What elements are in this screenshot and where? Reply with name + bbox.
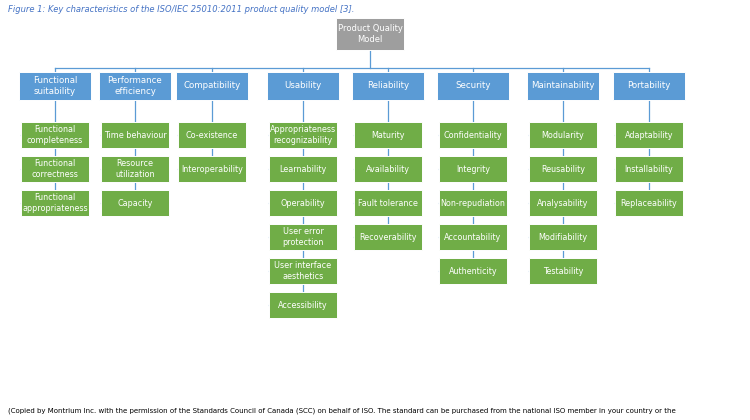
Text: Time behaviour: Time behaviour bbox=[104, 131, 166, 139]
FancyBboxPatch shape bbox=[269, 122, 337, 148]
Text: Functional
correctness: Functional correctness bbox=[32, 159, 79, 178]
Text: Confidentiality: Confidentiality bbox=[444, 131, 503, 139]
Text: Capacity: Capacity bbox=[117, 199, 153, 207]
FancyBboxPatch shape bbox=[178, 156, 246, 182]
Text: Testability: Testability bbox=[543, 267, 584, 276]
Text: Product Quality
Model: Product Quality Model bbox=[338, 24, 403, 44]
FancyBboxPatch shape bbox=[101, 122, 169, 148]
Text: User error
protection: User error protection bbox=[282, 227, 324, 247]
FancyBboxPatch shape bbox=[21, 122, 89, 148]
FancyBboxPatch shape bbox=[439, 156, 507, 182]
Text: Learnability: Learnability bbox=[279, 165, 327, 173]
FancyBboxPatch shape bbox=[269, 190, 337, 216]
FancyBboxPatch shape bbox=[529, 258, 597, 284]
Text: Accountability: Accountability bbox=[444, 233, 502, 241]
FancyBboxPatch shape bbox=[615, 156, 683, 182]
Text: Operability: Operability bbox=[280, 199, 326, 207]
Text: Functional
completeness: Functional completeness bbox=[27, 125, 83, 145]
FancyBboxPatch shape bbox=[354, 156, 422, 182]
FancyBboxPatch shape bbox=[529, 190, 597, 216]
Text: (Copied by Montrium Inc. with the permission of the Standards Council of Canada : (Copied by Montrium Inc. with the permis… bbox=[8, 408, 676, 415]
FancyBboxPatch shape bbox=[101, 156, 169, 182]
FancyBboxPatch shape bbox=[529, 156, 597, 182]
Text: Fault tolerance: Fault tolerance bbox=[358, 199, 418, 207]
FancyBboxPatch shape bbox=[269, 258, 337, 284]
Text: Resource
utilization: Resource utilization bbox=[116, 159, 154, 178]
FancyBboxPatch shape bbox=[529, 224, 597, 250]
Text: Integrity: Integrity bbox=[456, 165, 490, 173]
FancyBboxPatch shape bbox=[439, 122, 507, 148]
FancyBboxPatch shape bbox=[354, 122, 422, 148]
FancyBboxPatch shape bbox=[439, 190, 507, 216]
FancyBboxPatch shape bbox=[101, 190, 169, 216]
Text: Reusability: Reusability bbox=[541, 165, 585, 173]
Text: Functional
suitability: Functional suitability bbox=[33, 76, 77, 96]
Text: Compatibility: Compatibility bbox=[183, 81, 241, 90]
Text: Adaptability: Adaptability bbox=[625, 131, 674, 139]
Text: Non-repudiation: Non-repudiation bbox=[440, 199, 506, 207]
Text: Usability: Usability bbox=[284, 81, 322, 90]
FancyBboxPatch shape bbox=[615, 190, 683, 216]
FancyBboxPatch shape bbox=[19, 72, 91, 100]
Text: Reliability: Reliability bbox=[367, 81, 409, 90]
Text: Security: Security bbox=[455, 81, 490, 90]
Text: Co-existence: Co-existence bbox=[186, 131, 238, 139]
Text: Maturity: Maturity bbox=[371, 131, 405, 139]
FancyBboxPatch shape bbox=[529, 122, 597, 148]
Text: Portability: Portability bbox=[627, 81, 670, 90]
Text: Availability: Availability bbox=[366, 165, 410, 173]
FancyBboxPatch shape bbox=[269, 156, 337, 182]
Text: Authenticity: Authenticity bbox=[448, 267, 497, 276]
Text: Modularity: Modularity bbox=[542, 131, 584, 139]
Text: User interface
aesthetics: User interface aesthetics bbox=[274, 261, 332, 281]
Text: Figure 1: Key characteristics of the ISO/IEC 25010:2011 product quality model [3: Figure 1: Key characteristics of the ISO… bbox=[8, 5, 354, 14]
FancyBboxPatch shape bbox=[354, 224, 422, 250]
FancyBboxPatch shape bbox=[269, 224, 337, 250]
FancyBboxPatch shape bbox=[615, 122, 683, 148]
FancyBboxPatch shape bbox=[352, 72, 424, 100]
Text: Accessibility: Accessibility bbox=[278, 300, 328, 310]
Text: Interoperability: Interoperability bbox=[181, 165, 243, 173]
Text: Analysability: Analysability bbox=[537, 199, 589, 207]
FancyBboxPatch shape bbox=[178, 122, 246, 148]
FancyBboxPatch shape bbox=[354, 190, 422, 216]
FancyBboxPatch shape bbox=[439, 258, 507, 284]
FancyBboxPatch shape bbox=[439, 224, 507, 250]
Text: Performance
efficiency: Performance efficiency bbox=[108, 76, 162, 96]
FancyBboxPatch shape bbox=[267, 72, 339, 100]
FancyBboxPatch shape bbox=[176, 72, 248, 100]
Text: Replaceability: Replaceability bbox=[621, 199, 677, 207]
Text: Modifiability: Modifiability bbox=[538, 233, 587, 241]
FancyBboxPatch shape bbox=[99, 72, 171, 100]
FancyBboxPatch shape bbox=[21, 190, 89, 216]
FancyBboxPatch shape bbox=[613, 72, 685, 100]
Text: Maintainability: Maintainability bbox=[531, 81, 595, 90]
FancyBboxPatch shape bbox=[336, 18, 404, 50]
FancyBboxPatch shape bbox=[269, 292, 337, 318]
Text: Installability: Installability bbox=[625, 165, 674, 173]
FancyBboxPatch shape bbox=[437, 72, 509, 100]
FancyBboxPatch shape bbox=[21, 156, 89, 182]
Text: Functional
appropriateness: Functional appropriateness bbox=[22, 193, 88, 213]
Text: Recoverability: Recoverability bbox=[359, 233, 417, 241]
FancyBboxPatch shape bbox=[527, 72, 599, 100]
Text: Appropriateness
recognizability: Appropriateness recognizability bbox=[270, 125, 336, 145]
